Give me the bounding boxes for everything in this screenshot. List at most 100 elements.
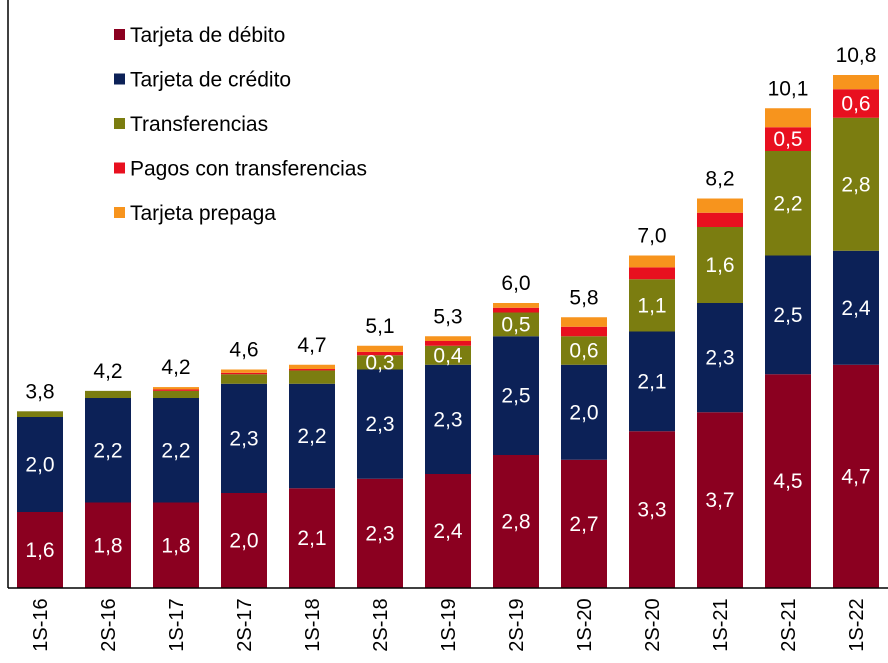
data-label-tarjeta-de-credito-1s-22: 2,4 [841,297,871,320]
data-label-tarjeta-de-debito-1s-16: 1,6 [25,539,54,562]
legend-swatch-transferencias [114,118,125,129]
x-tick-label-1s-22: 1S-22 [846,598,868,651]
bar-tarjeta-de-debito-2s-21 [765,374,811,588]
data-label-tarjeta-de-credito-2s-17: 2,3 [229,427,258,450]
total-label-2s-20: 7,0 [637,225,666,248]
data-label-tarjeta-de-credito-1s-16: 2,0 [25,454,54,477]
bar-tarjeta-prepaga-2s-18 [357,345,403,352]
total-label-1s-18: 4,7 [297,334,326,357]
total-label-2s-21: 10,1 [768,77,809,100]
data-label-tarjeta-de-credito-1s-18: 2,2 [297,425,326,448]
data-label-transferencias-2s-19: 0,5 [501,313,530,336]
bars-layer [17,75,879,588]
bar-tarjeta-prepaga-2s-19 [493,303,539,308]
bar-tarjeta-de-debito-1s-22 [833,364,879,588]
bar-tarjeta-de-credito-2s-17 [221,383,267,493]
bar-pagos-con-transferencias-1s-17 [153,389,199,391]
total-label-1s-16: 3,8 [25,380,54,403]
data-label-tarjeta-de-credito-1s-21: 2,3 [705,347,734,370]
bar-tarjeta-de-debito-1s-16 [17,512,63,588]
total-label-2s-19: 6,0 [501,272,530,295]
data-label-tarjeta-de-debito-2s-19: 2,8 [501,511,530,534]
bar-tarjeta-prepaga-2s-21 [765,108,811,128]
x-tick-label-2s-17: 2S-17 [234,598,256,651]
data-label-tarjeta-de-credito-2s-21: 2,5 [773,304,802,327]
bar-pagos-con-transferencias-2s-18 [357,351,403,356]
bar-pagos-con-transferencias-1s-18 [289,369,335,371]
bar-transferencias-2s-16 [85,390,131,398]
bar-tarjeta-de-credito-2s-20 [629,331,675,432]
bar-transferencias-1s-21 [697,227,743,303]
bar-tarjeta-de-debito-2s-18 [357,478,403,588]
data-label-tarjeta-de-debito-1s-21: 3,7 [705,489,734,512]
x-tick-label-1s-18: 1S-18 [302,598,324,651]
legend-label-pagos-con-transferencias: Pagos con transferencias [130,158,367,181]
total-label-2s-18: 5,1 [365,315,394,338]
legend-label-tarjeta-de-debito: Tarjeta de débito [130,24,285,47]
legend-swatch-tarjeta-de-credito [114,73,125,85]
legend-swatch-tarjeta-prepaga [114,207,125,218]
bar-transferencias-1s-19 [425,345,471,365]
x-tick-label-1s-20: 1S-20 [574,598,596,651]
data-label-tarjeta-de-credito-2s-18: 2,3 [365,413,394,436]
data-label-transferencias-2s-21: 2,2 [773,192,802,215]
legend-swatch-tarjeta-de-debito [114,29,125,40]
bar-pagos-con-transferencias-2s-20 [629,267,675,280]
data-label-tarjeta-de-credito-1s-19: 2,3 [433,408,462,431]
bar-pagos-con-transferencias-1s-22 [833,89,879,118]
bar-tarjeta-de-credito-1s-22 [833,250,879,365]
bar-transferencias-2s-20 [629,279,675,332]
legend-label-transferencias: Transferencias [130,113,268,136]
data-label-tarjeta-de-debito-2s-18: 2,3 [365,522,394,545]
bar-pagos-con-transferencias-1s-21 [697,212,743,227]
bar-tarjeta-de-debito-1s-17 [153,502,199,588]
bar-transferencias-2s-17 [221,374,267,384]
data-label-tarjeta-de-debito-2s-17: 2,0 [229,530,258,553]
data-label-tarjeta-de-credito-2s-19: 2,5 [501,385,530,408]
data-label-transferencias-2s-20: 1,1 [637,294,666,317]
legend-label-tarjeta-de-credito: Tarjeta de crédito [130,69,291,92]
data-label-pagos-con-transferencias-1s-22: 0,6 [841,93,870,116]
data-label-tarjeta-de-debito-1s-22: 4,7 [841,465,870,488]
bar-tarjeta-prepaga-1s-17 [153,387,199,390]
bar-tarjeta-de-credito-2s-16 [85,398,131,503]
data-label-tarjeta-de-debito-2s-20: 3,3 [637,499,666,522]
bar-transferencias-2s-19 [493,312,539,337]
bar-pagos-con-transferencias-2s-17 [221,372,267,375]
bar-tarjeta-de-credito-1s-20 [561,364,607,460]
bar-pagos-con-transferencias-1s-20 [561,326,607,337]
bar-tarjeta-de-debito-1s-19 [425,474,471,588]
bar-tarjeta-prepaga-1s-18 [289,364,335,370]
x-tick-label-2s-16: 2S-16 [98,598,120,651]
bar-tarjeta-de-debito-2s-17 [221,493,267,588]
bar-tarjeta-de-credito-1s-19 [425,364,471,474]
x-tick-label-1s-16: 1S-16 [30,598,52,651]
bar-tarjeta-prepaga-1s-22 [833,75,879,90]
bar-tarjeta-de-debito-1s-21 [697,412,743,588]
x-tick-label-2s-20: 2S-20 [642,598,664,651]
data-label-tarjeta-de-debito-1s-17: 1,8 [161,534,190,557]
data-label-tarjeta-de-credito-1s-20: 2,0 [569,401,598,424]
total-label-1s-19: 5,3 [433,305,462,328]
x-tick-label-1s-17: 1S-17 [166,598,188,651]
bar-tarjeta-de-debito-1s-18 [289,488,335,588]
legend-swatch-pagos-con-transferencias [114,162,125,174]
data-label-tarjeta-de-debito-2s-21: 4,5 [773,470,802,493]
bar-transferencias-1s-22 [833,117,879,251]
data-label-tarjeta-de-credito-1s-17: 2,2 [161,439,190,462]
bar-tarjeta-prepaga-2s-17 [221,369,267,373]
data-label-tarjeta-de-debito-1s-19: 2,4 [433,520,463,543]
data-label-transferencias-1s-21: 1,6 [705,254,734,277]
data-label-transferencias-1s-20: 0,6 [569,340,598,363]
bar-tarjeta-de-debito-2s-20 [629,431,675,588]
x-tick-label-1s-19: 1S-19 [438,598,460,651]
bar-tarjeta-de-debito-1s-20 [561,459,607,588]
x-tick-label-1s-21: 1S-21 [710,598,732,651]
bar-tarjeta-de-credito-1s-17 [153,398,199,503]
bar-transferencias-1s-16 [17,411,63,417]
x-tick-label-2s-18: 2S-18 [370,598,392,651]
data-label-tarjeta-de-debito-1s-18: 2,1 [297,527,326,550]
axis-layer: 1S-16 2S-16 1S-17 2S-17 1S-18 2S-18 1S-19 2S-19… [7,0,888,652]
data-label-tarjeta-de-debito-1s-20: 2,7 [569,513,598,536]
